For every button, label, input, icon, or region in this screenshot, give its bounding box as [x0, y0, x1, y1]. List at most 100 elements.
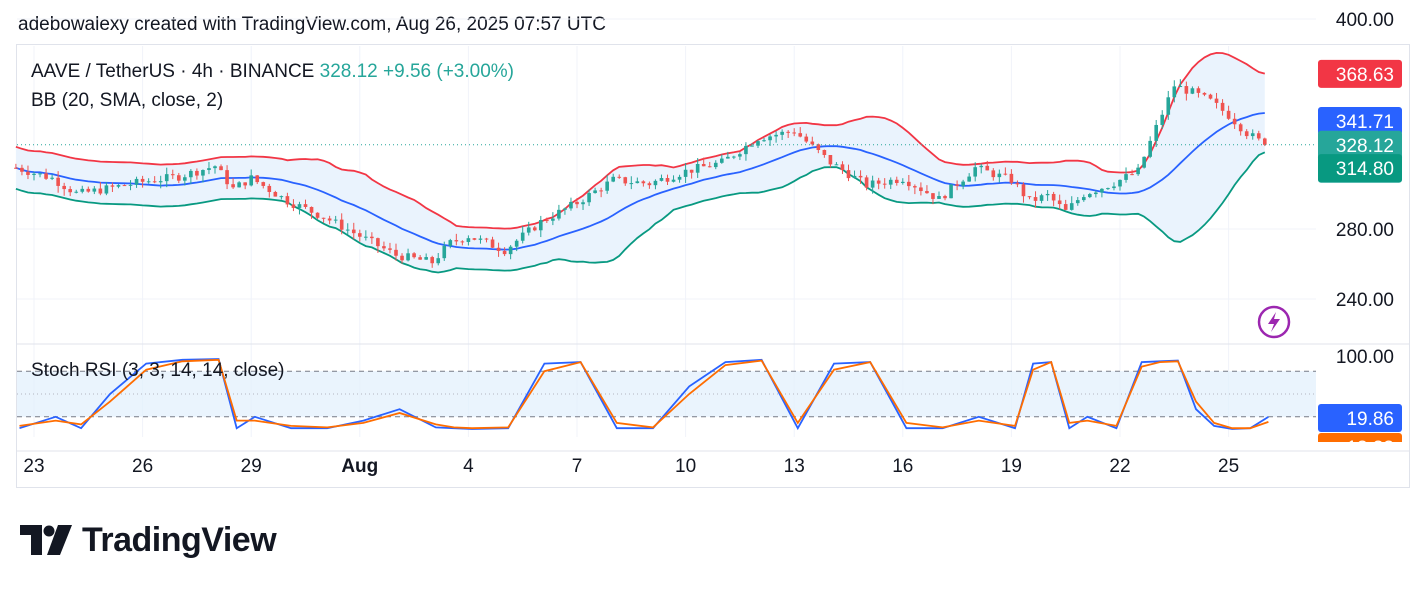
candle — [526, 227, 531, 233]
chart-frame[interactable] — [16, 44, 1410, 488]
candle — [538, 220, 543, 231]
candle — [925, 191, 929, 194]
candle — [810, 141, 815, 145]
candle — [400, 255, 404, 261]
candle — [1166, 97, 1171, 115]
candle — [327, 218, 332, 221]
candle — [846, 170, 851, 179]
candle — [1208, 94, 1213, 99]
candle — [1088, 194, 1092, 198]
candle — [1160, 114, 1165, 125]
candle — [653, 180, 658, 186]
candle — [460, 241, 465, 243]
candle — [303, 204, 308, 207]
candle — [1142, 156, 1146, 168]
candle — [237, 182, 241, 188]
bb-basis-line — [15, 112, 1265, 251]
candle — [170, 174, 175, 176]
candle — [406, 253, 410, 261]
candle — [514, 240, 519, 247]
price-label-text: 368.63 — [1336, 65, 1394, 86]
candle — [919, 187, 923, 192]
candle — [152, 181, 157, 183]
candle — [309, 206, 314, 213]
candle — [593, 190, 597, 194]
stoch-axis-label: 100.00 — [1336, 347, 1394, 368]
candle — [92, 188, 97, 192]
time-axis-label: 26 — [132, 456, 153, 477]
candle — [321, 217, 326, 219]
candle — [701, 164, 706, 167]
bollinger-legend[interactable]: BB (20, SMA, close, 2) — [31, 90, 224, 111]
candle — [611, 176, 616, 182]
time-axis-label: 29 — [241, 456, 262, 477]
candle — [26, 171, 30, 175]
candle — [255, 175, 260, 183]
candle — [68, 189, 73, 193]
candle — [1226, 110, 1231, 119]
candle — [279, 196, 284, 198]
stoch-k-badge — [1318, 404, 1402, 432]
candle — [798, 133, 803, 137]
candle — [786, 131, 790, 133]
bb-upper-line — [15, 51, 1266, 230]
candle — [364, 236, 368, 238]
candle — [575, 201, 579, 205]
candle — [466, 238, 471, 242]
candle — [98, 188, 103, 194]
candle — [605, 181, 609, 191]
stoch-d-value: 13.33 — [1346, 438, 1394, 459]
candle — [834, 164, 839, 166]
candle — [207, 168, 211, 171]
candle — [882, 183, 887, 185]
candle — [1057, 200, 1062, 205]
candle — [1094, 192, 1098, 195]
candle — [1063, 204, 1068, 210]
brand-name: TradingView — [82, 520, 277, 559]
candle — [1021, 184, 1026, 197]
candle — [134, 178, 139, 185]
candle — [599, 190, 603, 192]
candle — [931, 193, 935, 199]
candle — [1130, 174, 1134, 176]
candle — [816, 144, 821, 151]
candle — [508, 246, 513, 255]
time-axis-label: 19 — [1001, 456, 1022, 477]
time-axis-label: 4 — [463, 456, 474, 477]
candle — [80, 188, 85, 192]
candle — [1045, 193, 1050, 196]
candle — [1136, 167, 1140, 175]
candle — [1051, 193, 1056, 201]
stoch-k-value: 19.86 — [1346, 409, 1394, 430]
candle — [490, 239, 495, 248]
candle — [985, 165, 990, 171]
candle — [176, 175, 181, 181]
stoch-d-badge-group: 13.33 — [1318, 433, 1402, 459]
candle — [1244, 131, 1249, 137]
tradingview-brand: TradingView — [20, 520, 277, 560]
candle — [545, 220, 549, 222]
candle — [1039, 195, 1044, 201]
candle — [623, 177, 628, 184]
candle — [683, 169, 688, 177]
candle — [249, 175, 254, 186]
time-axis-label: 13 — [784, 456, 805, 477]
candle — [189, 170, 193, 178]
candle — [1154, 124, 1159, 141]
price-label-text: 341.71 — [1336, 112, 1394, 133]
bb-fill — [15, 52, 1265, 273]
candle — [1184, 86, 1189, 94]
candle — [484, 238, 489, 240]
candle — [804, 136, 809, 142]
lightning-icon[interactable] — [1257, 305, 1291, 339]
candle — [937, 196, 941, 199]
candle — [828, 155, 833, 165]
candle — [1118, 179, 1122, 187]
stoch-rsi-legend[interactable]: Stoch RSI (3, 3, 14, 14, close) — [31, 360, 285, 381]
candle — [448, 240, 453, 246]
symbol-legend[interactable]: AAVE / TetherUS · 4h · BINANCE 328.12 +9… — [31, 61, 514, 83]
time-axis-label: 16 — [892, 456, 913, 477]
candle — [967, 176, 971, 182]
candle — [581, 202, 585, 205]
